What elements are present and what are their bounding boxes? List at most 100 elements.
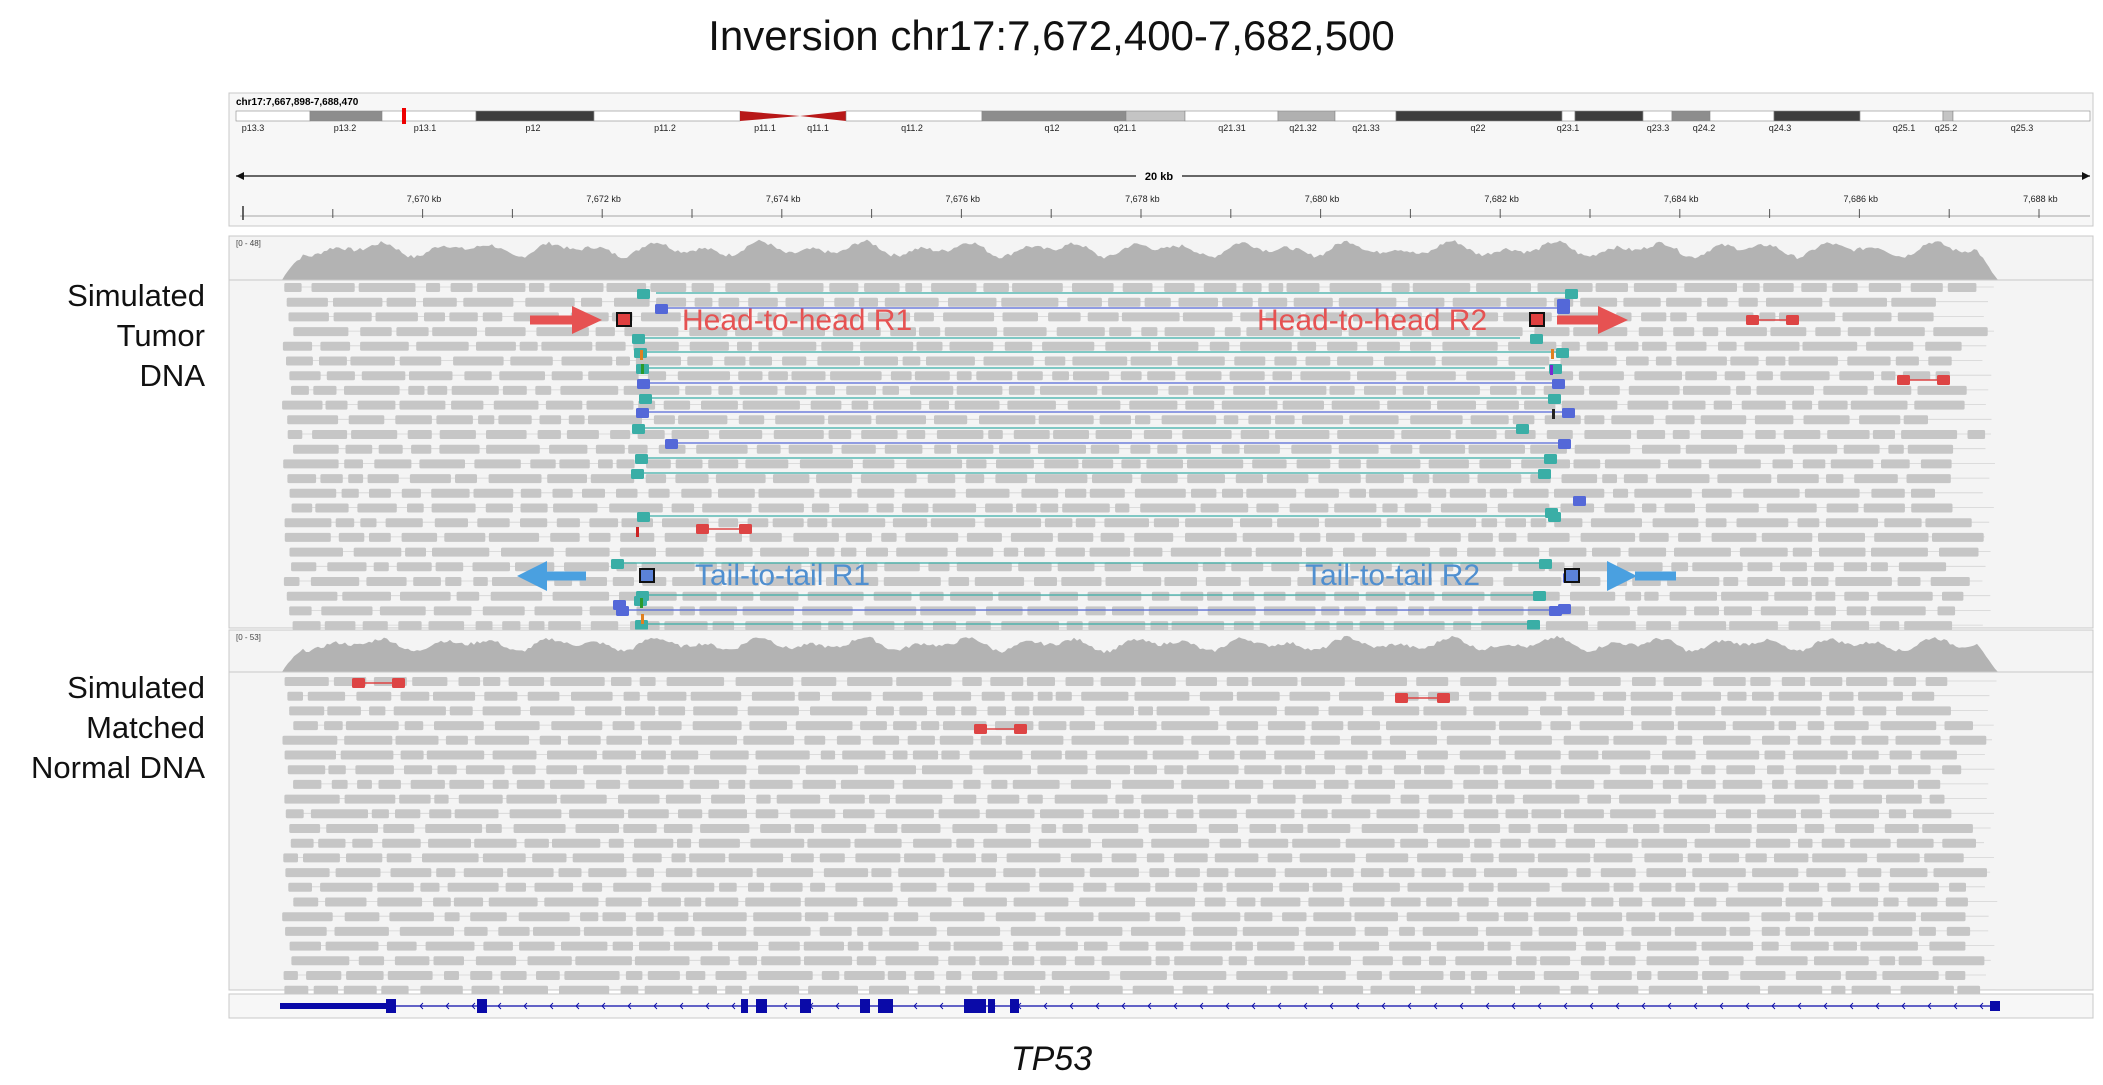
aligned-read xyxy=(831,691,872,701)
aligned-read xyxy=(689,341,729,351)
aligned-read xyxy=(1829,809,1879,819)
aligned-read xyxy=(1305,765,1335,775)
aligned-read xyxy=(1871,547,1928,557)
aligned-read xyxy=(580,912,599,922)
aligned-read xyxy=(1044,356,1066,366)
aligned-read xyxy=(1032,706,1085,716)
aligned-read xyxy=(1344,606,1366,616)
aligned-read xyxy=(371,809,389,819)
aligned-read xyxy=(1221,400,1278,410)
aligned-read xyxy=(1240,518,1273,528)
aligned-read xyxy=(1550,721,1571,731)
aligned-read xyxy=(1498,735,1552,745)
aligned-read xyxy=(1767,765,1784,775)
aligned-read xyxy=(929,912,985,922)
gene-exon xyxy=(1010,999,1019,1013)
aligned-read xyxy=(810,706,868,716)
aligned-read xyxy=(320,341,351,351)
aligned-read xyxy=(437,765,457,775)
aligned-read xyxy=(1844,591,1869,601)
aligned-read xyxy=(885,956,939,966)
aligned-read xyxy=(1692,868,1746,878)
aligned-read xyxy=(831,518,886,528)
strand-arrow xyxy=(1251,1002,1256,1010)
ruler-tick-label: 7,680 kb xyxy=(1305,194,1340,204)
aligned-read xyxy=(1498,853,1535,863)
aligned-read xyxy=(1002,312,1038,322)
aligned-read xyxy=(1798,838,1813,848)
aligned-read xyxy=(1477,474,1522,484)
strand-arrow xyxy=(1433,1002,1438,1010)
aligned-read xyxy=(1508,341,1557,351)
aligned-read xyxy=(634,838,674,848)
aligned-read xyxy=(1122,779,1174,789)
aligned-read xyxy=(313,385,337,395)
aligned-read xyxy=(976,985,1035,995)
aligned-read xyxy=(1400,794,1420,804)
aligned-read xyxy=(1219,838,1242,848)
cytoband-block xyxy=(1859,110,1944,122)
aligned-read xyxy=(465,765,505,775)
aligned-read xyxy=(777,283,824,292)
cytoband-block xyxy=(1277,110,1336,122)
aligned-read xyxy=(1815,327,1841,337)
aligned-read xyxy=(1424,765,1445,775)
aligned-read xyxy=(284,794,340,804)
aligned-read xyxy=(1307,824,1351,833)
strand-arrow xyxy=(1719,1002,1724,1010)
aligned-read xyxy=(1417,853,1464,863)
aligned-read xyxy=(1765,356,1786,366)
aligned-read xyxy=(1878,912,1916,922)
aligned-read xyxy=(292,621,321,631)
aligned-read xyxy=(405,547,426,557)
aligned-read xyxy=(943,312,995,322)
aligned-read xyxy=(887,971,907,980)
aligned-read xyxy=(1108,297,1141,307)
cytoband-block xyxy=(1709,110,1775,122)
aligned-read xyxy=(905,283,923,292)
aligned-read xyxy=(950,591,993,601)
aligned-read xyxy=(1402,327,1422,337)
aligned-read xyxy=(983,765,1031,775)
aligned-read xyxy=(1663,809,1716,819)
aligned-read xyxy=(1003,547,1019,557)
aligned-read xyxy=(1933,327,1988,337)
aligned-read xyxy=(345,721,399,731)
strand-arrow xyxy=(1563,1002,1568,1010)
aligned-read xyxy=(1486,400,1519,410)
aligned-read xyxy=(425,941,475,951)
mismatch-base xyxy=(641,364,644,374)
aligned-read xyxy=(802,621,822,631)
breakpoint-read xyxy=(1558,604,1571,614)
aligned-read xyxy=(788,444,833,454)
aligned-read xyxy=(758,341,817,351)
aligned-read xyxy=(1807,721,1825,731)
aligned-read xyxy=(1939,547,1979,557)
aligned-read xyxy=(1717,474,1772,484)
aligned-read xyxy=(1560,765,1611,775)
aligned-read xyxy=(724,356,746,366)
aligned-read xyxy=(1072,283,1114,292)
ruler-tick-label: 7,670 kb xyxy=(407,194,442,204)
aligned-read xyxy=(567,735,601,745)
aligned-read xyxy=(1410,415,1463,425)
aligned-read xyxy=(1850,838,1891,848)
strand-arrow xyxy=(1693,1002,1698,1010)
aligned-read xyxy=(303,853,340,863)
aligned-read xyxy=(1146,459,1183,469)
aligned-read xyxy=(1563,735,1609,745)
aligned-read xyxy=(1949,882,1966,892)
aligned-read xyxy=(1236,971,1288,980)
aligned-read xyxy=(1819,547,1866,557)
aligned-read xyxy=(1040,985,1064,995)
aligned-read xyxy=(1933,868,1987,878)
aligned-read xyxy=(1826,474,1844,484)
strand-arrow xyxy=(471,1002,476,1010)
aligned-read xyxy=(628,444,648,454)
aligned-read xyxy=(1024,547,1045,557)
aligned-read xyxy=(1882,971,1939,980)
aligned-read xyxy=(282,912,333,922)
aligned-read xyxy=(689,779,720,789)
aligned-read xyxy=(708,809,747,819)
aligned-read xyxy=(1752,691,1774,701)
